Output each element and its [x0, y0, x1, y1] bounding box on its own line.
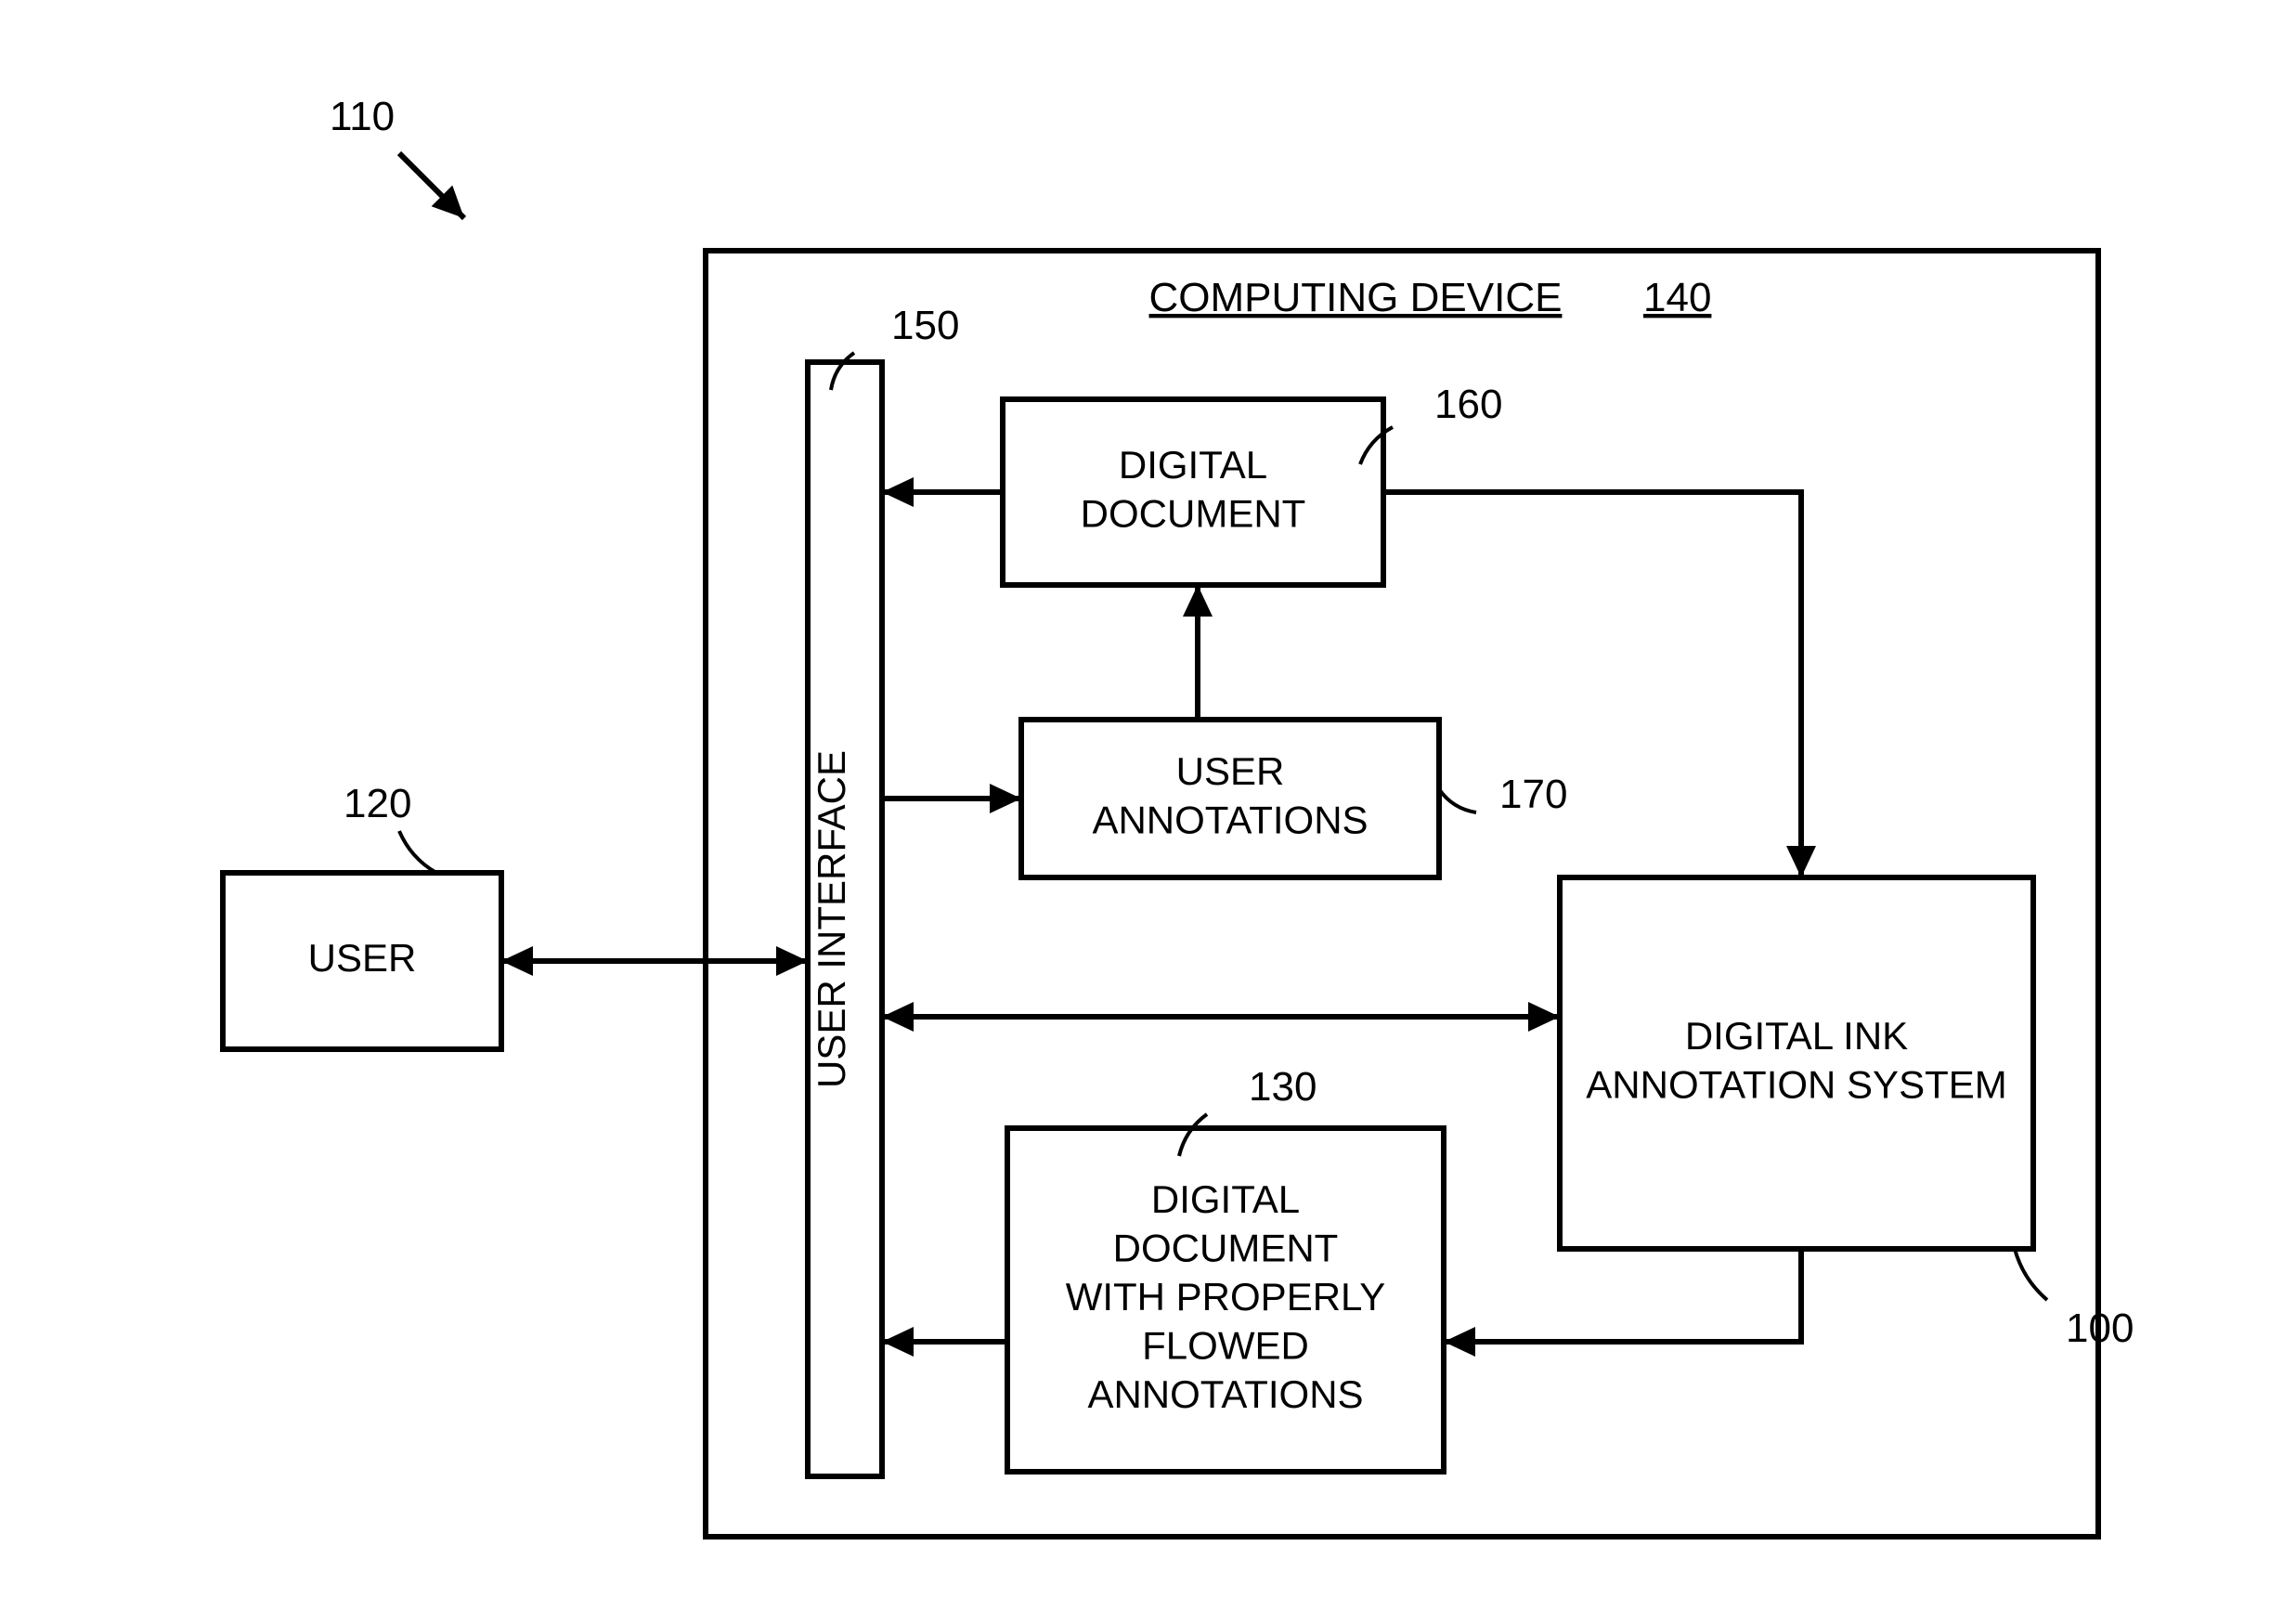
digital-document-ref-num: 160	[1434, 382, 1502, 427]
user-annotations-label: USER	[1176, 749, 1285, 793]
digital-document-label: DIGITAL	[1119, 443, 1267, 487]
digital-ink-annotation-system-ref-num: 100	[2066, 1306, 2134, 1351]
user-interface-ref-num: 150	[891, 303, 959, 348]
container-title: COMPUTING DEVICE	[1149, 275, 1563, 320]
flowed-document-ref-num: 130	[1249, 1064, 1317, 1110]
flowed-document-label: DIGITAL	[1151, 1177, 1300, 1221]
diagram-ref-num: 110	[330, 94, 395, 139]
flowed-document-label: DOCUMENT	[1113, 1227, 1339, 1270]
flowed-document-label: FLOWED	[1142, 1324, 1309, 1368]
digital-document-label: DOCUMENT	[1081, 491, 1306, 535]
digital-ink-annotation-system-label: ANNOTATION SYSTEM	[1586, 1062, 2006, 1106]
user-annotations-label: ANNOTATIONS	[1092, 798, 1368, 841]
user-interface-label: USER INTERFACE	[810, 750, 853, 1088]
digital-ink-annotation-system-label: DIGITAL INK	[1685, 1014, 1908, 1058]
flowed-document-label: ANNOTATIONS	[1087, 1372, 1363, 1416]
flowed-document-label: WITH PROPERLY	[1066, 1275, 1386, 1319]
user-label: USER	[308, 936, 417, 980]
user-ref-num: 120	[344, 781, 411, 826]
user-annotations-ref-num: 170	[1499, 772, 1567, 817]
diagram-canvas: 110 COMPUTING DEVICE 140 USER INTERFACE 150 U…	[0, 0, 2296, 1624]
container-ref-num: 140	[1643, 275, 1711, 320]
